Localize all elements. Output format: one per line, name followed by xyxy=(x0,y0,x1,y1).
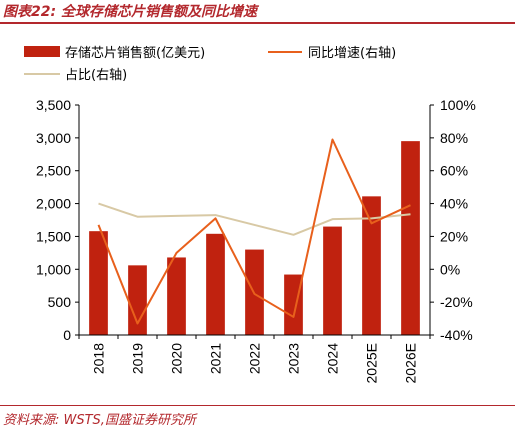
title-rule xyxy=(0,22,515,24)
legend-label-yoy: 同比增速(右轴) xyxy=(308,46,396,61)
x-tick-label: 2021 xyxy=(208,343,224,374)
bar xyxy=(89,231,108,335)
left-tick-label: 0 xyxy=(63,327,71,343)
x-tick-label: 2019 xyxy=(130,343,146,374)
x-tick-label: 2018 xyxy=(91,343,107,374)
share-line xyxy=(98,202,411,236)
left-tick-label: 2,500 xyxy=(36,163,71,179)
x-tick-label: 2022 xyxy=(247,343,263,374)
bar xyxy=(401,141,420,335)
x-tick-label: 2024 xyxy=(325,343,341,374)
bar xyxy=(284,274,303,335)
x-tick-label: 2026E xyxy=(403,343,419,383)
left-tick-label: 3,000 xyxy=(36,130,71,146)
right-tick-label: 60% xyxy=(440,163,468,179)
right-tick-label: 0% xyxy=(440,261,460,277)
chart: 存储芯片销售额(亿美元) 同比增速(右轴) 占比(右轴) 0 500 1,000 1,50… xyxy=(24,45,476,383)
legend-swatch-bar xyxy=(24,46,60,57)
line-series xyxy=(97,138,411,325)
legend-label-bar: 存储芯片销售额(亿美元) xyxy=(65,45,205,61)
x-axis: 2018 2019 2020 2021 2022 2023 2024 2025E 2026E xyxy=(78,334,431,383)
right-tick-label: -40% xyxy=(440,327,473,343)
chart-title: 图表22: 全球存储芯片销售额及同比增速 xyxy=(3,4,257,20)
right-tick-label: 40% xyxy=(440,196,468,212)
left-tick-label: 3,500 xyxy=(36,97,71,113)
x-tick-label: 2023 xyxy=(286,343,302,374)
legend-label-share: 占比(右轴) xyxy=(65,68,127,83)
x-tick-label: 2025E xyxy=(364,343,380,383)
bar-series xyxy=(89,141,420,335)
yoy-line xyxy=(97,138,411,325)
bar xyxy=(323,226,342,335)
bar xyxy=(206,233,225,335)
right-tick-label: 20% xyxy=(440,228,468,244)
bar xyxy=(167,257,186,335)
bar xyxy=(128,265,147,335)
left-tick-label: 1,500 xyxy=(36,228,71,244)
source-note: 资料来源: WSTS,国盛证券研究所 xyxy=(3,413,196,428)
right-tick-label: 100% xyxy=(440,97,476,113)
legend: 存储芯片销售额(亿美元) 同比增速(右轴) 占比(右轴) xyxy=(24,45,396,83)
x-tick-label: 2020 xyxy=(169,343,185,374)
left-tick-label: 2,000 xyxy=(36,196,71,212)
left-tick-label: 1,000 xyxy=(36,261,71,277)
right-tick-label: -20% xyxy=(440,294,473,310)
left-tick-label: 500 xyxy=(48,294,72,310)
left-axis: 0 500 1,000 1,500 2,000 2,500 3,000 3,500 xyxy=(36,97,80,343)
right-tick-label: 80% xyxy=(440,130,468,146)
source-rule xyxy=(0,405,515,406)
right-axis: -40% -20% 0% 20% 40% 60% 80% 100% xyxy=(429,97,476,343)
bar xyxy=(362,196,381,335)
